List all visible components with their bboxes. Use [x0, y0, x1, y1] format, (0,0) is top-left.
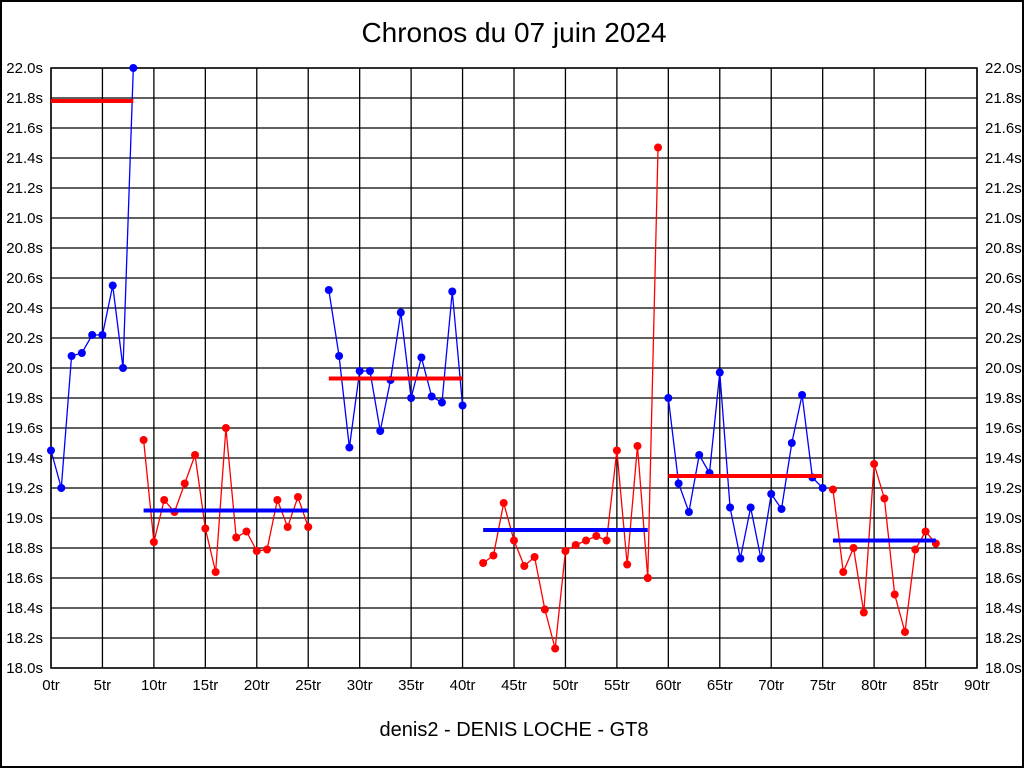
- svg-text:denis2 - DENIS LOCHE - GT8: denis2 - DENIS LOCHE - GT8: [380, 719, 649, 741]
- svg-text:18.4s: 18.4s: [6, 600, 43, 617]
- svg-text:21.8s: 21.8s: [6, 90, 43, 107]
- svg-text:18.2s: 18.2s: [985, 630, 1022, 647]
- svg-text:21.6s: 21.6s: [6, 120, 43, 137]
- svg-text:10tr: 10tr: [141, 677, 167, 694]
- svg-text:20.2s: 20.2s: [6, 330, 43, 347]
- svg-text:70tr: 70tr: [758, 677, 784, 694]
- svg-text:5tr: 5tr: [94, 677, 112, 694]
- svg-text:21.2s: 21.2s: [6, 180, 43, 197]
- svg-text:60tr: 60tr: [655, 677, 681, 694]
- svg-text:40tr: 40tr: [450, 677, 476, 694]
- svg-text:18.4s: 18.4s: [985, 600, 1022, 617]
- svg-text:19.4s: 19.4s: [6, 450, 43, 467]
- svg-text:21.4s: 21.4s: [6, 150, 43, 167]
- svg-text:20.4s: 20.4s: [6, 300, 43, 317]
- svg-text:19.2s: 19.2s: [985, 480, 1022, 497]
- svg-text:45tr: 45tr: [501, 677, 527, 694]
- svg-text:19.8s: 19.8s: [985, 390, 1022, 407]
- svg-text:21.4s: 21.4s: [985, 150, 1022, 167]
- svg-text:19.0s: 19.0s: [985, 510, 1022, 527]
- svg-text:18.6s: 18.6s: [985, 570, 1022, 587]
- svg-text:18.8s: 18.8s: [6, 540, 43, 557]
- svg-text:19.6s: 19.6s: [6, 420, 43, 437]
- svg-text:20.6s: 20.6s: [6, 270, 43, 287]
- svg-text:19.2s: 19.2s: [6, 480, 43, 497]
- svg-text:0tr: 0tr: [42, 677, 60, 694]
- svg-text:20.4s: 20.4s: [985, 300, 1022, 317]
- svg-text:20tr: 20tr: [244, 677, 270, 694]
- svg-text:22.0s: 22.0s: [985, 60, 1022, 77]
- svg-text:80tr: 80tr: [861, 677, 887, 694]
- svg-text:22.0s: 22.0s: [6, 60, 43, 77]
- svg-text:35tr: 35tr: [398, 677, 424, 694]
- svg-text:20.8s: 20.8s: [985, 240, 1022, 257]
- svg-text:18.6s: 18.6s: [6, 570, 43, 587]
- svg-text:18.0s: 18.0s: [6, 660, 43, 677]
- svg-text:50tr: 50tr: [553, 677, 579, 694]
- svg-text:20.0s: 20.0s: [6, 360, 43, 377]
- svg-text:85tr: 85tr: [913, 677, 939, 694]
- svg-text:25tr: 25tr: [295, 677, 321, 694]
- svg-text:19.6s: 19.6s: [985, 420, 1022, 437]
- svg-text:21.0s: 21.0s: [985, 210, 1022, 227]
- svg-text:65tr: 65tr: [707, 677, 733, 694]
- svg-text:90tr: 90tr: [964, 677, 990, 694]
- svg-text:18.0s: 18.0s: [985, 660, 1022, 677]
- svg-text:20.6s: 20.6s: [985, 270, 1022, 287]
- svg-text:20.8s: 20.8s: [6, 240, 43, 257]
- svg-text:55tr: 55tr: [604, 677, 630, 694]
- svg-text:18.2s: 18.2s: [6, 630, 43, 647]
- svg-text:20.0s: 20.0s: [985, 360, 1022, 377]
- svg-text:75tr: 75tr: [810, 677, 836, 694]
- svg-text:21.0s: 21.0s: [6, 210, 43, 227]
- svg-text:15tr: 15tr: [192, 677, 218, 694]
- svg-text:20.2s: 20.2s: [985, 330, 1022, 347]
- svg-text:18.8s: 18.8s: [985, 540, 1022, 557]
- svg-text:19.8s: 19.8s: [6, 390, 43, 407]
- svg-text:19.4s: 19.4s: [985, 450, 1022, 467]
- svg-text:Chronos du 07 juin 2024: Chronos du 07 juin 2024: [361, 17, 666, 48]
- svg-text:21.2s: 21.2s: [985, 180, 1022, 197]
- svg-text:21.6s: 21.6s: [985, 120, 1022, 137]
- svg-text:19.0s: 19.0s: [6, 510, 43, 527]
- svg-text:21.8s: 21.8s: [985, 90, 1022, 107]
- svg-text:30tr: 30tr: [347, 677, 373, 694]
